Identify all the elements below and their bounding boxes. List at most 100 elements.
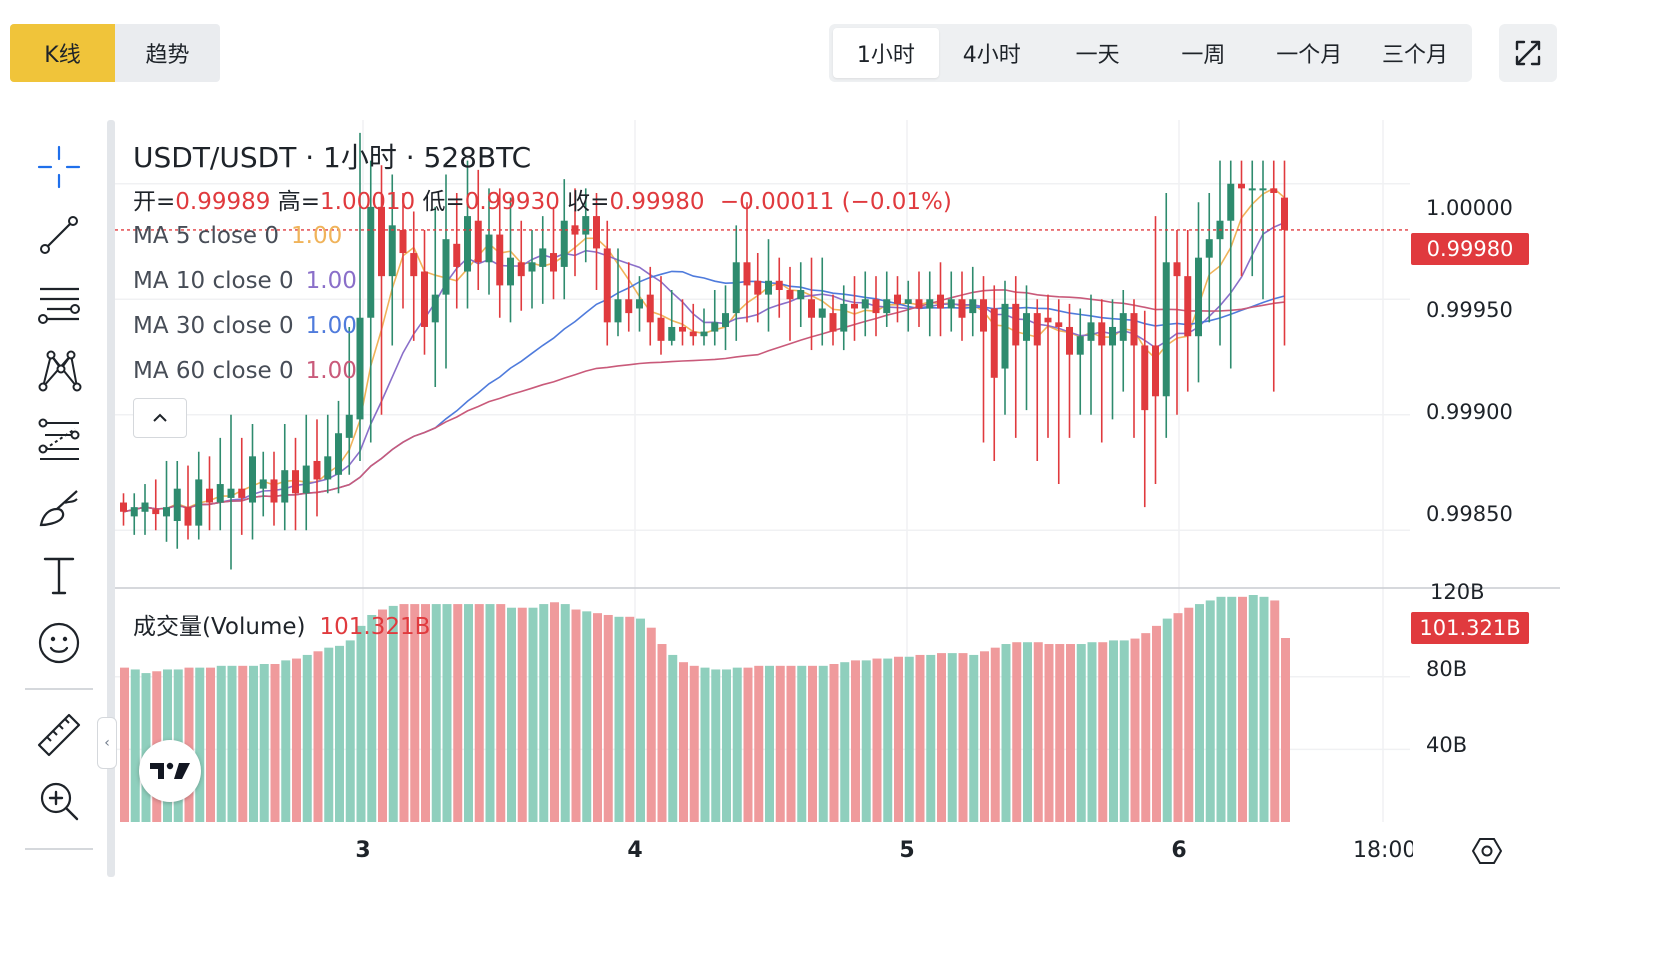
fib-tool[interactable] <box>30 274 88 332</box>
volume-bar <box>765 665 774 822</box>
candle-body <box>485 234 493 263</box>
candle <box>904 280 912 332</box>
interval-1m[interactable]: 一个月 <box>1276 43 1343 68</box>
crosshair-tool[interactable] <box>30 138 88 196</box>
ruler-tool[interactable] <box>30 704 88 762</box>
ma60-legend[interactable]: MA 60 close 0 1.00 <box>133 358 357 384</box>
price-tick: 0.99950 <box>1426 298 1513 322</box>
candle <box>765 239 772 332</box>
toolbar-edge <box>107 120 115 877</box>
volume-bar <box>915 654 925 822</box>
candle <box>141 484 149 535</box>
trend-line-icon <box>40 216 78 254</box>
tab-kline[interactable]: K线 <box>10 24 115 82</box>
candle <box>679 299 686 346</box>
text-tool[interactable] <box>30 546 88 604</box>
interval-3m[interactable]: 三个月 <box>1382 43 1449 68</box>
candle-body <box>453 243 461 267</box>
candle-body <box>141 502 149 512</box>
volume-bar <box>421 604 430 822</box>
candle <box>238 437 246 535</box>
volume-bar <box>754 665 764 822</box>
volume-bar <box>603 614 613 822</box>
volume-bar <box>560 604 570 822</box>
toolbar-collapse-button[interactable]: ‹ <box>97 717 117 769</box>
candle-body <box>614 299 622 323</box>
candle-body <box>1109 326 1116 346</box>
candle <box>603 220 611 346</box>
ma5-legend[interactable]: MA 5 close 0 1.00 <box>133 223 342 249</box>
interval-1d[interactable]: 一天 <box>1075 43 1120 68</box>
interval-4h[interactable]: 4小时 <box>962 43 1021 68</box>
volume-bar <box>227 665 237 822</box>
ma10-legend[interactable]: MA 10 close 0 1.00 <box>133 268 357 294</box>
candle-body <box>345 414 353 438</box>
candle-body <box>1044 317 1052 323</box>
time-tick: 18:00 <box>1353 838 1413 863</box>
chart-settings-button[interactable] <box>1468 832 1506 870</box>
volume-bar <box>700 667 710 822</box>
candle-body <box>464 216 471 272</box>
candle-body <box>270 479 278 503</box>
pattern-tool[interactable] <box>30 342 88 400</box>
chart-grid <box>115 120 1410 822</box>
volume-bar <box>1066 644 1075 822</box>
candle <box>216 437 224 531</box>
candle <box>1248 160 1256 277</box>
candle <box>625 262 633 332</box>
candle-body <box>1227 183 1235 221</box>
trend-line-tool[interactable] <box>30 206 88 264</box>
candle-body <box>130 507 138 517</box>
volume-bar <box>238 665 248 822</box>
legend-collapse-button[interactable] <box>133 398 187 438</box>
candle-body <box>679 326 686 332</box>
interval-1h[interactable]: 1小时 <box>833 28 939 78</box>
candle-body <box>829 313 837 332</box>
volume-bar <box>969 654 979 822</box>
candle <box>1012 276 1020 438</box>
candle <box>399 192 407 309</box>
volume-bar <box>507 607 516 822</box>
interval-1w[interactable]: 一周 <box>1181 43 1226 68</box>
candle-body <box>689 331 697 337</box>
volume-bar <box>378 609 387 822</box>
volume-bar <box>883 658 893 822</box>
volume-bar <box>679 662 688 822</box>
zoom-in-tool[interactable] <box>30 772 88 830</box>
volume-bar <box>399 604 409 822</box>
candle-body <box>937 294 944 309</box>
prediction-tool[interactable] <box>30 410 88 468</box>
candle-body <box>926 299 934 309</box>
volume-bar <box>1238 596 1247 822</box>
candle-body <box>474 220 482 263</box>
volume-bar <box>1184 607 1194 822</box>
interval-selector: 1小时 4小时 一天 一周 一个月 三个月 <box>829 24 1472 82</box>
price-tick: 1.00000 <box>1426 196 1513 220</box>
volume-bar <box>1055 644 1065 822</box>
candle <box>173 460 181 549</box>
volume-bar <box>356 625 366 822</box>
tab-trend[interactable]: 趋势 <box>145 43 190 68</box>
candle-body <box>808 299 815 318</box>
volume-bar <box>926 654 936 822</box>
candle <box>507 197 514 323</box>
candle <box>345 326 353 475</box>
volume-bar <box>517 607 527 822</box>
candle <box>195 451 203 540</box>
candle <box>915 271 923 327</box>
brush-tool[interactable] <box>30 478 88 536</box>
candle <box>894 276 901 323</box>
candle <box>1270 160 1278 392</box>
fullscreen-button[interactable] <box>1499 24 1557 82</box>
candle-body <box>786 290 794 300</box>
candle-body <box>818 308 826 318</box>
candle-body <box>851 303 858 309</box>
candle <box>754 253 762 323</box>
emoji-tool[interactable] <box>30 614 88 672</box>
candle <box>1023 285 1030 411</box>
time-tick: 5 <box>899 838 915 863</box>
ma30-legend[interactable]: MA 30 close 0 1.00 <box>133 313 357 339</box>
tradingview-logo[interactable] <box>139 740 201 802</box>
candle-body <box>442 239 450 295</box>
